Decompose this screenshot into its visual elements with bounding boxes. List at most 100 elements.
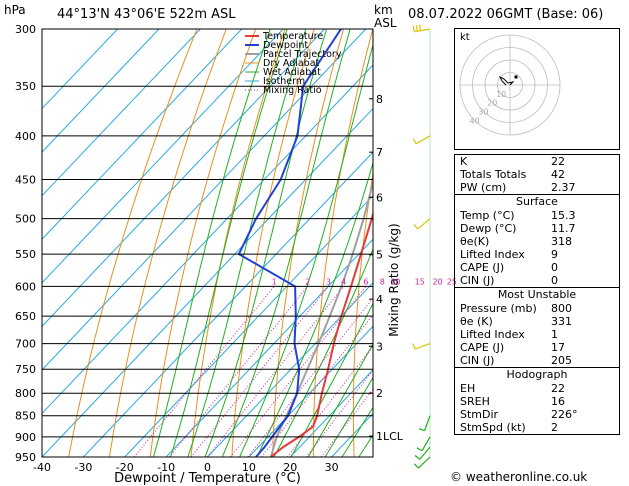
mixing-ratio-label: 10 — [390, 277, 400, 286]
index-value: 22 — [551, 155, 565, 168]
most-unstable-value: 1 — [551, 328, 558, 341]
most-unstable-row: CAPE (J) 17 — [455, 341, 619, 354]
isotherm-line — [42, 29, 243, 240]
wind-barb — [416, 436, 431, 452]
wet-adiabat-line — [187, 29, 307, 457]
most-unstable-row: Pressure (mb) 800 — [455, 302, 619, 315]
km-unit-label: km — [374, 3, 393, 17]
legend-label: Dewpoint — [263, 40, 308, 51]
hodograph-stat-label: StmSpd (kt) — [460, 421, 526, 434]
temperature-tick-label: -10 — [157, 461, 175, 474]
mixing-ratio-label: 15 — [415, 277, 425, 286]
wet-adiabat-line — [307, 342, 373, 457]
surface-label: Temp (°C) — [460, 209, 515, 222]
pressure-tick-label: 700 — [15, 338, 36, 351]
hodograph-unit-label: kt — [460, 32, 470, 43]
wind-barb-staff — [415, 135, 431, 145]
surface-value: 318 — [551, 235, 572, 248]
pressure-tick-label: 900 — [15, 431, 36, 444]
index-row: K 22 — [455, 155, 619, 168]
indices-table: K 22 Totals Totals 42 PW (cm) 2.37 Surface Te… — [454, 154, 620, 435]
surface-row: Dewp (°C) 11.7 — [455, 222, 619, 235]
isotherm-line — [207, 282, 373, 457]
hodograph-stat-value: 22 — [551, 382, 565, 395]
dry-adiabat-line — [109, 29, 227, 457]
wind-barb — [414, 446, 431, 460]
wet-adiabat-line — [170, 29, 288, 457]
legend-label: Parcel Trajectory — [263, 49, 342, 60]
index-label: K — [460, 155, 468, 168]
dry-adiabat-line — [68, 29, 198, 457]
wind-barb — [412, 135, 431, 145]
wind-barb-flag — [412, 138, 417, 145]
dry-adiabat-line — [312, 29, 373, 457]
isotherm-line — [42, 29, 118, 110]
wind-barb-flag — [418, 24, 422, 31]
most-unstable-label: Pressure (mb) — [460, 302, 537, 315]
hodograph-stat-row: StmSpd (kt) 2 — [455, 421, 619, 434]
most-unstable-value: 17 — [551, 341, 565, 354]
wind-barb-flag — [413, 223, 419, 230]
mixing-ratio-label: 8 — [380, 277, 385, 286]
mixing-ratio-line — [190, 286, 329, 457]
km-tick-label: 8 — [376, 93, 383, 106]
mixing-ratio-label: 4 — [341, 277, 346, 286]
surface-label: Lifted Index — [460, 248, 525, 261]
surface-title: Surface — [516, 195, 558, 208]
km-tick-label: 3 — [376, 340, 383, 353]
most-unstable-label: θe (K) — [460, 315, 493, 328]
surface-value: 11.7 — [551, 222, 576, 235]
mixing-ratio-label: 6 — [363, 277, 368, 286]
wind-barb-flag — [412, 25, 415, 32]
legend-label: Wet Adiabat — [263, 67, 321, 78]
temperature-tick-label: -30 — [74, 461, 92, 474]
wet-adiabat-line — [290, 302, 373, 457]
hodograph-stats-title: Hodograph — [506, 368, 568, 381]
wet-adiabat-line — [221, 29, 351, 457]
surface-row: Temp (°C) 15.3 — [455, 209, 619, 222]
wet-adiabat-line — [341, 406, 373, 457]
dry-adiabat-line — [231, 29, 315, 457]
datetime-title: 08.07.2022 06GMT (Base: 06) — [408, 7, 604, 22]
isotherm-line — [42, 64, 373, 415]
isotherm-line — [83, 151, 373, 457]
most-unstable-label: Lifted Index — [460, 328, 525, 341]
index-value: 2.37 — [551, 181, 576, 194]
wind-barb-staff — [421, 436, 431, 452]
hodograph-stat-row: EH 22 — [455, 382, 619, 395]
surface-label: CAPE (J) — [460, 261, 505, 274]
index-label: PW (cm) — [460, 181, 507, 194]
temperature-tick-label: -40 — [33, 461, 51, 474]
legend-label: Dry Adiabat — [263, 58, 320, 69]
hodograph-ring-label: 30 — [478, 108, 488, 117]
most-unstable-label: CIN (J) — [460, 354, 495, 367]
mixing-ratio-line — [247, 297, 373, 457]
legend-label: Temperature — [262, 31, 323, 42]
indices-block: K 22 Totals Totals 42 PW (cm) 2.37 — [454, 154, 620, 195]
x-axis-label: Dewpoint / Temperature (°C) — [114, 471, 301, 486]
wind-barb — [412, 343, 431, 350]
hodograph-stat-row: StmDir 226° — [455, 408, 619, 421]
asl-unit-label: ASL — [374, 16, 397, 30]
mixing-ratio-line — [230, 286, 367, 457]
surface-label: θe(K) — [460, 235, 490, 248]
parcel-trajectory-line — [269, 178, 373, 457]
wet-adiabat-line — [273, 247, 373, 457]
most-unstable-row: Lifted Index 1 — [455, 328, 619, 341]
most-unstable-title: Most Unstable — [497, 288, 577, 301]
most-unstable-block: Most Unstable Pressure (mb) 800 θe (K) 331 L… — [454, 287, 620, 368]
mixing-ratio-label: 1 — [272, 277, 277, 286]
plot-frame — [41, 28, 374, 458]
pressure-tick-label: 450 — [15, 174, 36, 187]
wet-adiabat-line — [256, 161, 373, 457]
most-unstable-value: 205 — [551, 354, 572, 367]
pressure-tick-label: 950 — [15, 451, 36, 464]
wet-adiabat-line — [324, 376, 373, 457]
index-row: PW (cm) 2.37 — [455, 181, 619, 194]
temperature-line — [270, 210, 373, 457]
wind-barb-flag — [413, 463, 419, 469]
wind-barb-flag — [412, 343, 416, 350]
dry-adiabat-line — [149, 29, 257, 457]
